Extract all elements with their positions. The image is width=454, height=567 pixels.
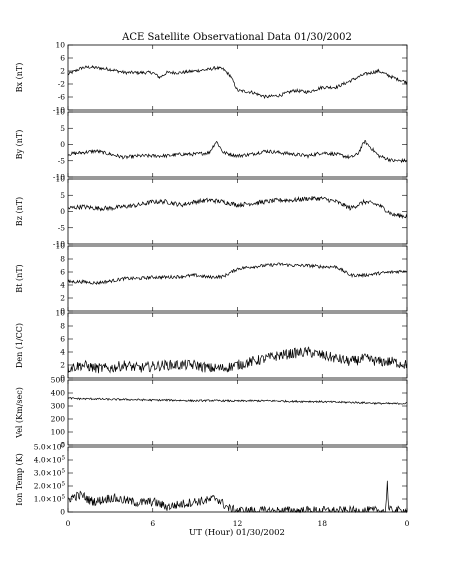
y-tick-label: 100 [51,428,66,437]
x-tick-label: 0 [405,519,410,528]
y-tick-label: 0 [60,307,65,316]
y-tick-label: -10 [53,106,65,115]
y-tick-label: 500 [51,376,66,385]
panel-1: 10 6 2 -2 -6 -10 Bx (nT) [15,41,408,115]
series-trace-1 [67,262,408,285]
panel-frame [67,446,408,513]
y-axis-label: Vel (Km/sec) [15,387,24,439]
y-tick-label: 5 [60,191,65,200]
y-tick-label: -5 [58,223,66,232]
y-tick-label: -2 [58,80,66,89]
panel-frame [67,379,408,446]
y-axis-label: Ion Temp (K) [15,453,24,506]
y-tick-label: 2 [60,361,65,370]
series-trace-1 [67,140,408,164]
y-tick-label: 6 [60,335,65,344]
y-tick-label: 200 [51,415,66,424]
y-tick-label: 8 [60,322,65,331]
series-trace-1 [67,346,408,374]
panels: 10 6 2 -2 -6 -10 Bx (nT) 10 5 0 -5 -10 By (nT) 10 5 0 -5… [15,41,408,517]
y-tick-label: 2 [60,294,65,303]
y-tick-label: 8 [60,255,65,264]
y-tick-label: 0 [60,207,65,216]
series-trace-1 [67,64,408,100]
x-axis-label: UT (Hour) 01/30/2002 [189,527,285,538]
y-tick-label: 10 [55,175,65,184]
y-tick-label: -6 [58,93,66,102]
y-tick-label: -10 [53,173,65,182]
panel-7: 5.0×105 4.0×105 3.0×105 2.0×105 1.0×105 0 Ion … [15,443,408,517]
y-tick-label: 400 [51,389,66,398]
y-tick-label: 10 [55,242,65,251]
y-tick-label: 4.0×105 [34,456,66,465]
y-tick-label: 10 [55,41,65,50]
panel-4: 10 8 6 4 2 0 Bt (nT) [15,242,408,316]
panel-frame [67,178,408,245]
panel-frame [67,44,408,111]
y-tick-label: 0 [60,508,65,517]
y-axis-label: Bt (nT) [15,264,24,292]
panel-frame [67,111,408,178]
x-tick-label: 18 [317,519,327,528]
y-tick-label: -5 [58,156,66,165]
panel-5: 10 8 6 4 2 0 Den (1/CC) [15,309,408,383]
y-tick-label: 2.0×105 [34,482,66,491]
y-tick-label: 10 [55,309,65,318]
x-tick-label: 6 [150,519,155,528]
y-tick-label: 4 [60,281,65,290]
y-axis-label: By (nT) [15,130,24,160]
y-tick-label: 5.0×105 [34,443,66,452]
x-tick-label: 0 [66,519,71,528]
y-tick-label: 2 [60,67,65,76]
y-tick-label: 5 [60,124,65,133]
y-tick-label: 3.0×105 [34,469,66,478]
y-axis-label: Bx (nT) [15,63,24,93]
panel-frame [67,312,408,379]
series-trace-1 [67,196,408,220]
panel-3: 10 5 0 -5 -10 Bz (nT) [15,175,408,249]
series-trace-1 [67,397,408,405]
chart-title: ACE Satellite Observational Data 01/30/2… [121,32,352,43]
y-tick-label: 6 [60,54,65,63]
x-tick-label: 12 [233,519,243,528]
y-axis-label: Bz (nT) [15,197,24,226]
y-tick-label: 0 [60,441,65,450]
y-axis-label: Den (1/CC) [15,323,24,368]
panel-2: 10 5 0 -5 -10 By (nT) [15,108,408,182]
panel-6: 500 400 300 200 100 0 Vel (Km/sec) [15,376,408,450]
y-tick-label: 300 [51,402,66,411]
y-tick-label: 0 [60,374,65,383]
y-tick-label: 6 [60,268,65,277]
y-tick-label: 4 [60,348,65,357]
y-tick-label: 1.0×105 [34,495,66,504]
y-tick-label: 0 [60,140,65,149]
series-trace-1 [67,480,408,514]
y-tick-label: -10 [53,240,65,249]
y-tick-label: 10 [55,108,65,117]
x-axis: 0 6 12 18 0 [66,519,410,528]
